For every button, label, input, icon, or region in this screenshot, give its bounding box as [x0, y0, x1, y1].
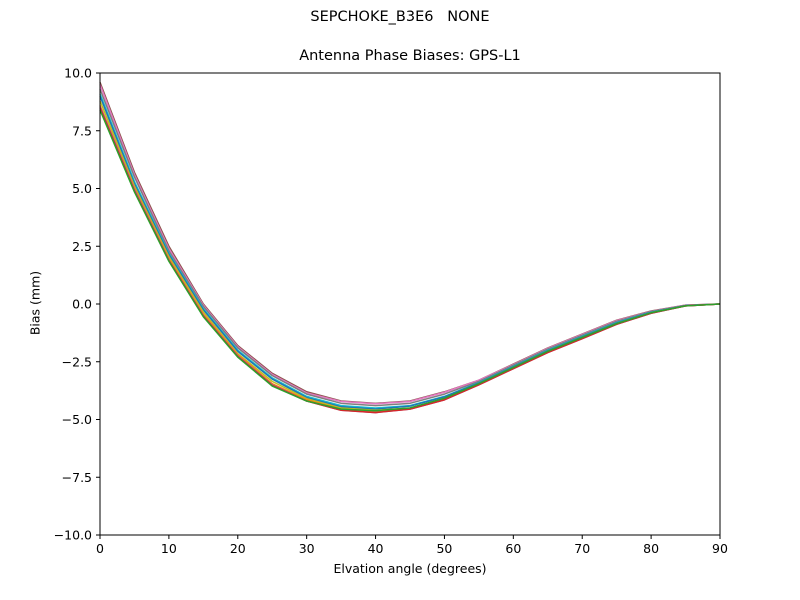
- series-line-2: [99, 84, 721, 405]
- y-tick-label: −5.0: [62, 412, 92, 427]
- series-line-10: [99, 109, 721, 412]
- series-line-6: [99, 100, 721, 412]
- x-tick-label: 40: [368, 541, 384, 556]
- y-tick-label: 0.0: [72, 297, 92, 312]
- y-tick-label: 7.5: [72, 123, 92, 138]
- x-tick-label: 30: [299, 541, 315, 556]
- x-ticks: 0 10 20 30 40 50 60 70 80 90: [96, 535, 728, 556]
- y-tick-label: 5.0: [72, 181, 92, 196]
- axes-frame: [99, 72, 721, 536]
- x-tick-label: 90: [712, 541, 728, 556]
- x-tick-label: 50: [436, 541, 452, 556]
- x-tick-label: 0: [96, 541, 104, 556]
- chart-title: Antenna Phase Biases: GPS-L1: [299, 48, 521, 64]
- y-ticks: 10.0 7.5 5.0 2.5 0.0 −2.5 −5.0 −7.5 −10.0: [54, 66, 100, 543]
- x-axis-label: Elvation angle (degrees): [333, 561, 487, 576]
- x-tick-label: 10: [161, 541, 177, 556]
- series-line-8: [99, 106, 721, 414]
- series-line-1: [99, 81, 721, 405]
- x-tick-label: 60: [505, 541, 521, 556]
- y-tick-label: −7.5: [62, 470, 92, 485]
- series-line-4: [99, 93, 721, 409]
- y-tick-label: −10.0: [54, 528, 92, 543]
- y-tick-label: 10.0: [64, 66, 92, 81]
- x-tick-label: 70: [574, 541, 590, 556]
- series-line-7: [99, 105, 721, 413]
- series-line-9: [99, 107, 721, 414]
- series-line-3: [99, 88, 721, 407]
- x-tick-label: 20: [230, 541, 246, 556]
- figure-suptitle: SEPCHOKE_B3E6 NONE: [310, 9, 490, 25]
- y-tick-label: −2.5: [62, 354, 92, 369]
- y-tick-label: 2.5: [72, 239, 92, 254]
- series-line-5: [99, 95, 721, 410]
- x-tick-label: 80: [643, 541, 659, 556]
- series-layer: [99, 81, 721, 414]
